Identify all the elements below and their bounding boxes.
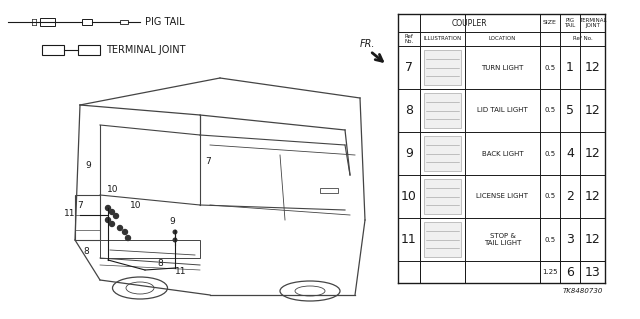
Circle shape [118, 226, 122, 231]
Text: 8: 8 [405, 104, 413, 117]
Text: 6: 6 [566, 265, 574, 278]
Text: 8: 8 [83, 248, 89, 256]
Text: 0.5: 0.5 [545, 108, 556, 114]
Text: 7: 7 [77, 201, 83, 210]
Text: LOCATION: LOCATION [489, 36, 516, 41]
Circle shape [106, 205, 111, 211]
Text: PIG TAIL: PIG TAIL [145, 17, 184, 27]
Text: 12: 12 [584, 61, 600, 74]
Bar [120, 20, 128, 24]
Circle shape [109, 210, 115, 214]
Text: 11: 11 [175, 266, 187, 276]
Text: BACK LIGHT: BACK LIGHT [482, 151, 524, 157]
Circle shape [109, 221, 115, 226]
Bar [424, 50, 461, 85]
Text: 12: 12 [584, 190, 600, 203]
Text: COUPLER: COUPLER [451, 19, 487, 27]
Text: PIG
TAIL: PIG TAIL [564, 18, 575, 28]
Text: TERMINAL
JOINT: TERMINAL JOINT [579, 18, 606, 28]
Circle shape [113, 213, 118, 219]
Text: SIZE: SIZE [543, 20, 557, 26]
Text: 13: 13 [584, 265, 600, 278]
Text: 1.25: 1.25 [542, 269, 557, 275]
Bar [320, 188, 338, 193]
Circle shape [173, 229, 177, 234]
Text: 7: 7 [205, 158, 211, 167]
Bar [42, 45, 64, 55]
Text: 9: 9 [169, 218, 175, 226]
Text: Ref
No.: Ref No. [404, 34, 413, 44]
Circle shape [173, 238, 177, 242]
Text: 11: 11 [401, 233, 417, 246]
Text: Ref No.: Ref No. [573, 36, 593, 41]
Text: 0.5: 0.5 [545, 236, 556, 242]
Bar [100, 240, 200, 258]
Text: STOP &
TAIL LIGHT: STOP & TAIL LIGHT [484, 233, 521, 246]
Text: LID TAIL LIGHT: LID TAIL LIGHT [477, 108, 528, 114]
Text: 12: 12 [584, 233, 600, 246]
Text: 0.5: 0.5 [545, 194, 556, 199]
Text: 7: 7 [405, 61, 413, 74]
Text: 9: 9 [405, 147, 413, 160]
Text: 5: 5 [566, 104, 574, 117]
Bar [424, 136, 461, 171]
Text: 4: 4 [566, 147, 574, 160]
Text: 8: 8 [157, 259, 163, 269]
Text: 9: 9 [85, 160, 91, 169]
Text: 12: 12 [584, 147, 600, 160]
Text: 0.5: 0.5 [545, 64, 556, 70]
Text: TK8480730: TK8480730 [563, 288, 603, 294]
Text: TURN LIGHT: TURN LIGHT [481, 64, 524, 70]
Bar [424, 93, 461, 128]
Circle shape [106, 218, 111, 222]
Circle shape [122, 229, 127, 234]
Bar [424, 222, 461, 257]
Text: 11: 11 [64, 209, 76, 218]
Text: TERMINAL JOINT: TERMINAL JOINT [106, 45, 186, 55]
Text: 10: 10 [108, 186, 119, 195]
Bar [424, 179, 461, 214]
Text: FR.: FR. [360, 39, 376, 49]
Text: 10: 10 [131, 202, 141, 211]
Bar [82, 19, 92, 25]
Text: 0.5: 0.5 [545, 151, 556, 157]
Text: 3: 3 [566, 233, 574, 246]
Text: 2: 2 [566, 190, 574, 203]
Circle shape [125, 235, 131, 241]
Bar [40, 18, 55, 26]
Bar [78, 45, 100, 55]
Text: ILLUSTRATION: ILLUSTRATION [424, 36, 461, 41]
Text: 10: 10 [401, 190, 417, 203]
Text: LICENSE LIGHT: LICENSE LIGHT [477, 194, 529, 199]
Text: 1: 1 [566, 61, 574, 74]
Bar [75, 195, 100, 240]
Text: 12: 12 [584, 104, 600, 117]
